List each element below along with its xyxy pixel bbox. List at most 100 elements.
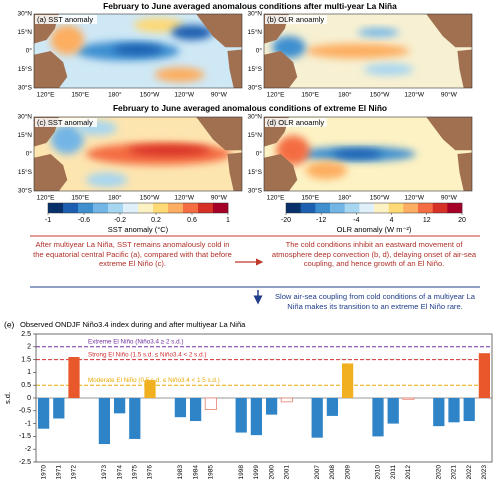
- colorbar-cell: [63, 203, 79, 213]
- colorbar-tick-label: 12: [423, 217, 431, 224]
- bar: [250, 398, 263, 436]
- lon-label: 150°E: [71, 91, 89, 99]
- colorbar-cell: [93, 203, 109, 213]
- anomaly: [154, 67, 205, 83]
- bar: [448, 398, 460, 423]
- colorbar-label: OLR anomaly (W m⁻²): [337, 225, 412, 234]
- lon-label: 90°W: [441, 194, 458, 202]
- lon-label: 150°W: [140, 194, 160, 202]
- anomaly: [305, 43, 410, 59]
- colorbar-cell: [78, 203, 94, 213]
- note-left: After multiyear La Niña, SST remains ano…: [33, 240, 232, 269]
- bar: [235, 398, 247, 433]
- colorbar-cell: [48, 203, 64, 213]
- x-tick-label: 2011: [390, 465, 397, 479]
- lat-label: 30°S: [18, 84, 33, 92]
- colorbar-cell: [374, 203, 389, 213]
- lon-label: 180°: [338, 194, 352, 202]
- bar: [265, 398, 278, 415]
- lat-label: 15°N: [17, 131, 32, 139]
- colorbar-cell: [153, 203, 169, 213]
- lon-label: 120°E: [267, 91, 285, 99]
- lon-label: 120°W: [404, 91, 424, 99]
- threshold-label: Strong El Niño (1.5 s.d. ≤ Niño3.4 < 2 s…: [88, 351, 206, 358]
- colorbar-cell: [108, 203, 124, 213]
- map: [264, 14, 472, 88]
- x-tick-label: 1998: [238, 465, 245, 480]
- panel-label: (d) OLR anoamly: [267, 118, 324, 127]
- lat-label: 15°N: [17, 28, 32, 36]
- colorbar-tick-label: 1: [226, 217, 230, 224]
- land: [227, 49, 242, 88]
- colorbar-cell: [300, 203, 316, 213]
- lon-label: 120°W: [174, 194, 194, 202]
- lat-label: 15°N: [247, 28, 262, 36]
- anomaly: [332, 149, 383, 159]
- land: [227, 152, 242, 191]
- colorbar-tick-label: -12: [316, 217, 326, 224]
- lon-label: 150°W: [370, 194, 390, 202]
- lon-label: 120°W: [174, 91, 194, 99]
- land: [264, 51, 298, 88]
- land: [196, 14, 242, 48]
- x-tick-label: 1983: [177, 465, 184, 480]
- colorbar-label: SST anomaly (°C): [108, 225, 169, 234]
- lat-label: 15°S: [248, 168, 263, 176]
- lon-label: 180°: [338, 91, 352, 99]
- y-axis-label: s.d.: [3, 392, 12, 404]
- map-title: February to June averaged anomalous cond…: [113, 103, 387, 113]
- x-tick-label: 2009: [344, 465, 351, 480]
- land: [457, 152, 472, 191]
- colorbar-cell: [403, 203, 419, 213]
- anomaly: [363, 63, 414, 76]
- bar: [113, 398, 126, 414]
- colorbar-cell: [123, 203, 139, 213]
- colorbar-cell: [183, 203, 199, 213]
- x-tick-label: 1976: [147, 465, 154, 480]
- lon-label: 90°W: [211, 91, 228, 99]
- land: [426, 14, 472, 48]
- lat-label: 30°S: [248, 187, 263, 195]
- x-tick-label: 1999: [253, 465, 260, 480]
- lon-label: 90°W: [441, 91, 458, 99]
- bar: [326, 398, 339, 416]
- land: [457, 49, 472, 88]
- bar: [341, 363, 354, 398]
- bar: [68, 357, 80, 398]
- colorbar-cell: [447, 203, 463, 213]
- x-tick-label: 1984: [192, 465, 199, 480]
- colorbar-tick-label: 20: [458, 217, 466, 224]
- anomaly: [357, 28, 400, 37]
- lat-label: 15°S: [18, 168, 33, 176]
- colorbar-tick-label: -0.2: [114, 217, 126, 224]
- lat-label: 15°N: [247, 131, 262, 139]
- x-tick-label: 1971: [56, 465, 63, 480]
- lat-label: 30°N: [247, 10, 262, 18]
- lon-label: 150°E: [71, 194, 89, 202]
- y-tick-label: 1: [27, 369, 31, 376]
- x-tick-label: 2022: [466, 465, 473, 480]
- x-tick-label: 2001: [284, 465, 291, 480]
- anomaly: [127, 145, 211, 156]
- x-tick-label: 2023: [481, 465, 488, 480]
- colorbar-cell: [315, 203, 331, 213]
- bar: [174, 398, 187, 418]
- lat-label: 30°S: [248, 84, 263, 92]
- y-tick-label: -1: [25, 420, 31, 427]
- land: [34, 154, 68, 191]
- chart-panel: (e): [4, 319, 15, 329]
- bar: [189, 398, 202, 422]
- x-tick-label: 2021: [451, 465, 458, 480]
- lat-label: 15°S: [248, 65, 263, 73]
- colorbar-cell: [198, 203, 214, 213]
- lon-label: 120°E: [267, 194, 285, 202]
- panel-label-bg: [35, 118, 97, 127]
- land: [264, 154, 298, 191]
- threshold-label: Extreme El Niño (Niño3.4 ≥ 2 s.d.): [88, 338, 184, 345]
- note-bottom: Slow air-sea coupling from cold conditio…: [274, 292, 476, 311]
- bar: [280, 397, 293, 403]
- map-frame: [33, 13, 243, 89]
- x-tick-label: 2012: [405, 465, 412, 480]
- x-tick-label: 1975: [132, 465, 139, 480]
